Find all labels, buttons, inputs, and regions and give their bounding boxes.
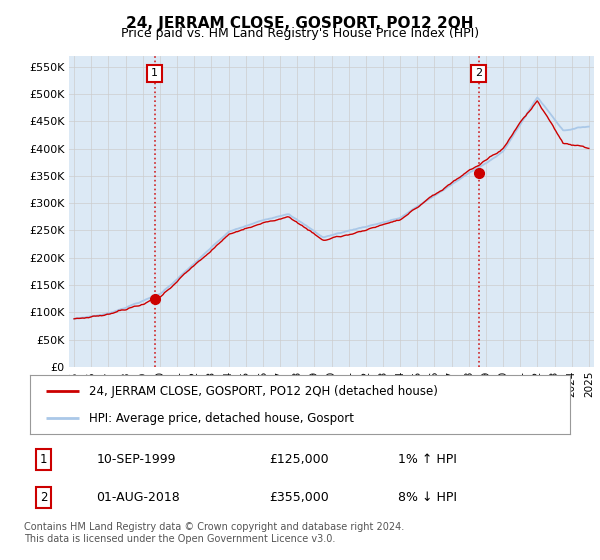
Text: 01-AUG-2018: 01-AUG-2018 [97, 491, 180, 504]
Text: 8% ↓ HPI: 8% ↓ HPI [398, 491, 457, 504]
Text: Contains HM Land Registry data © Crown copyright and database right 2024.
This d: Contains HM Land Registry data © Crown c… [24, 522, 404, 544]
Text: 2: 2 [475, 68, 482, 78]
Text: 24, JERRAM CLOSE, GOSPORT, PO12 2QH: 24, JERRAM CLOSE, GOSPORT, PO12 2QH [126, 16, 474, 31]
Text: HPI: Average price, detached house, Gosport: HPI: Average price, detached house, Gosp… [89, 412, 355, 424]
Text: Price paid vs. HM Land Registry's House Price Index (HPI): Price paid vs. HM Land Registry's House … [121, 27, 479, 40]
Text: 10-SEP-1999: 10-SEP-1999 [97, 453, 176, 466]
Text: 1% ↑ HPI: 1% ↑ HPI [398, 453, 457, 466]
Text: 24, JERRAM CLOSE, GOSPORT, PO12 2QH (detached house): 24, JERRAM CLOSE, GOSPORT, PO12 2QH (det… [89, 385, 438, 398]
Text: 1: 1 [151, 68, 158, 78]
Text: 2: 2 [40, 491, 47, 504]
Text: £355,000: £355,000 [269, 491, 329, 504]
Text: £125,000: £125,000 [269, 453, 329, 466]
Text: 1: 1 [40, 453, 47, 466]
